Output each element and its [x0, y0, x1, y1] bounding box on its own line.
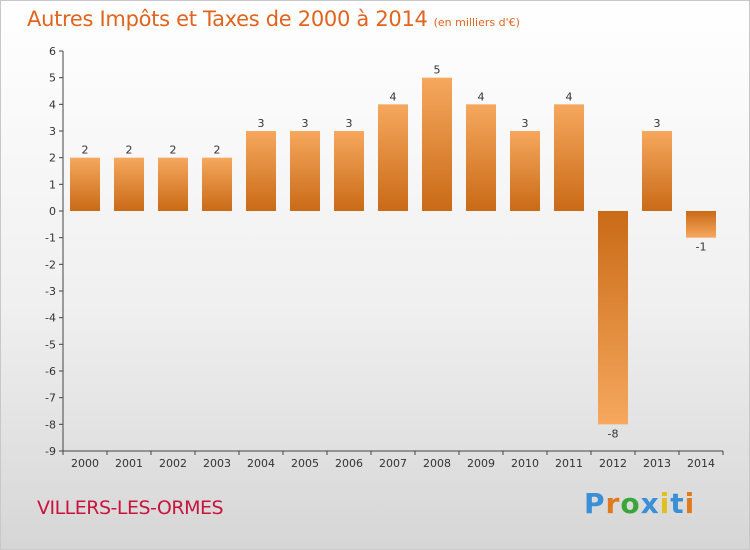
- data-label-2008: 5: [434, 64, 441, 77]
- x-tick-label: 2013: [643, 457, 671, 470]
- bar-2003[interactable]: [202, 157, 232, 211]
- data-label-2001: 2: [126, 144, 133, 157]
- bar-2002[interactable]: [158, 157, 188, 211]
- bar-2010[interactable]: [510, 131, 540, 211]
- x-tick-label: 2006: [335, 457, 363, 470]
- x-tick-label: 2004: [247, 457, 275, 470]
- y-tick-label: 3: [49, 125, 56, 138]
- y-tick-label: -5: [45, 338, 56, 351]
- x-tick-label: 2002: [159, 457, 187, 470]
- y-tick-label: 6: [49, 45, 56, 58]
- proxiti-logo[interactable]: Proxiti: [584, 487, 695, 520]
- data-label-2004: 3: [258, 117, 265, 130]
- x-tick-label: 2000: [71, 457, 99, 470]
- axes: 6 5 4 3 2 1 0 -1 -2 -3 -4 -5 -6 -7 -8 -9 2000 2001 2002 200…: [45, 45, 724, 470]
- data-label-2010: 3: [522, 117, 529, 130]
- y-tick-label: -4: [45, 312, 56, 325]
- logo-letter: i: [659, 487, 671, 520]
- x-tick-label: 2001: [115, 457, 143, 470]
- y-tick-label: 1: [49, 178, 56, 191]
- data-label-2011: 4: [566, 90, 573, 103]
- y-tick-label: -2: [45, 258, 56, 271]
- data-label-2014: -1: [696, 241, 707, 254]
- data-label-2005: 3: [302, 117, 309, 130]
- y-tick-label: -8: [45, 418, 56, 431]
- y-tick-label: 4: [49, 98, 56, 111]
- data-labels-group: 2 2 2 2 3 3 3 4 5 4 3 4 -8 3 -1: [82, 64, 707, 441]
- x-tick-label: 2014: [687, 457, 715, 470]
- bar-2007[interactable]: [378, 104, 408, 211]
- x-tick-label: 2005: [291, 457, 319, 470]
- y-tick-label: 2: [49, 152, 56, 165]
- chart-title-row: Autres Impôts et Taxes de 2000 à 2014 (en…: [27, 7, 520, 31]
- data-label-2000: 2: [82, 144, 89, 157]
- bar-2006[interactable]: [334, 131, 364, 211]
- logo-letter: x: [640, 487, 660, 520]
- logo-letter: P: [584, 487, 606, 520]
- bar-2001[interactable]: [114, 157, 144, 211]
- y-tick-label: -6: [45, 365, 56, 378]
- y-tick-label: -1: [45, 232, 56, 245]
- x-tick-label: 2008: [423, 457, 451, 470]
- chart-title: Autres Impôts et Taxes de 2000 à 2014: [27, 7, 428, 31]
- data-label-2012: -8: [608, 427, 619, 440]
- logo-letter: o: [620, 487, 641, 520]
- data-label-2002: 2: [170, 144, 177, 157]
- commune-name: VILLERS-LES-ORMES: [37, 497, 224, 519]
- bar-2012[interactable]: [598, 211, 628, 425]
- logo-letter: r: [605, 487, 621, 520]
- data-label-2003: 2: [214, 144, 221, 157]
- y-tick-label: -9: [45, 445, 56, 458]
- bars-group: [70, 77, 716, 425]
- logo-letter: t: [670, 487, 685, 520]
- y-tick-label: 0: [49, 205, 56, 218]
- y-tick-label: 5: [49, 72, 56, 85]
- chart-subtitle: (en milliers d'€): [433, 16, 520, 29]
- bar-2011[interactable]: [554, 104, 584, 211]
- y-tick-label: -3: [45, 285, 56, 298]
- x-tick-label: 2007: [379, 457, 407, 470]
- bar-2014[interactable]: [686, 211, 716, 238]
- bar-2013[interactable]: [642, 131, 672, 211]
- data-label-2013: 3: [654, 117, 661, 130]
- bar-2008[interactable]: [422, 77, 452, 212]
- x-tick-label: 2011: [555, 457, 583, 470]
- bar-2005[interactable]: [290, 131, 320, 211]
- x-tick-label: 2009: [467, 457, 495, 470]
- x-tick-label: 2003: [203, 457, 231, 470]
- data-label-2007: 4: [390, 90, 397, 103]
- bar-2009[interactable]: [466, 104, 496, 211]
- bar-2000[interactable]: [70, 157, 100, 211]
- y-tick-label: -7: [45, 392, 56, 405]
- logo-letter: i: [684, 487, 696, 520]
- data-label-2006: 3: [346, 117, 353, 130]
- x-tick-label: 2010: [511, 457, 539, 470]
- data-label-2009: 4: [478, 90, 485, 103]
- bar-2004[interactable]: [246, 131, 276, 211]
- x-tick-label: 2012: [599, 457, 627, 470]
